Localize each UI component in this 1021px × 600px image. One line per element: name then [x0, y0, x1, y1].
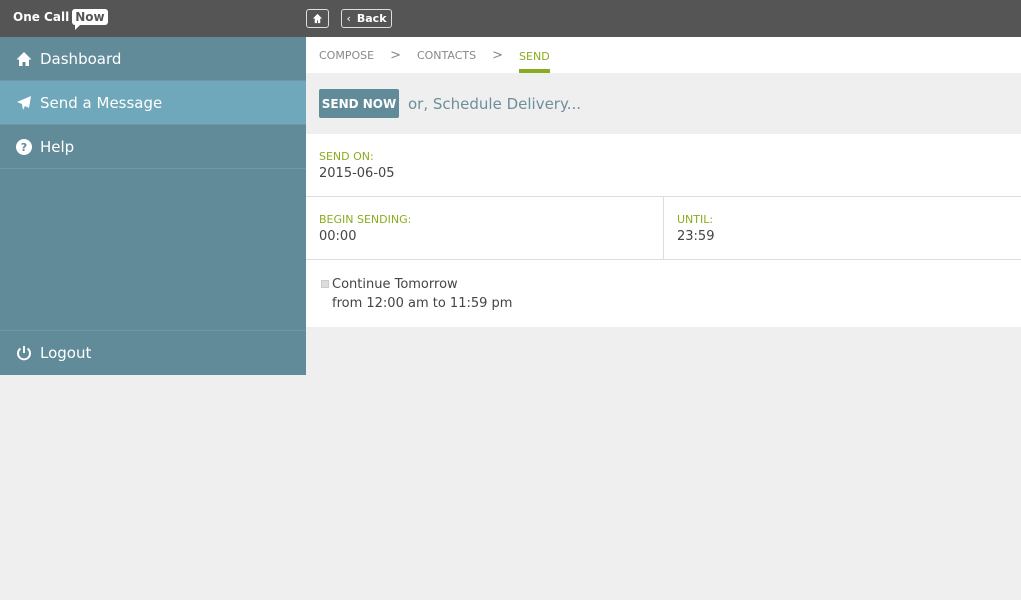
until-label: UNTIL: — [677, 213, 714, 226]
crumb-separator: > — [492, 47, 504, 63]
crumb-send[interactable]: SEND — [519, 37, 550, 73]
sidebar-item-label: Help — [40, 137, 75, 156]
send-on-field[interactable]: SEND ON: 2015-06-05 — [306, 134, 408, 196]
begin-sending-value[interactable]: 00:00 — [319, 229, 357, 244]
logout-label: Logout — [40, 343, 92, 362]
send-now-button[interactable]: SEND NOW — [319, 89, 399, 118]
continue-tomorrow-label[interactable]: Continue Tomorrow — [332, 277, 458, 292]
begin-sending-field[interactable]: BEGIN SENDING: 00:00 — [306, 197, 664, 259]
send-actions: SEND NOW or, Schedule Delivery... — [306, 73, 1021, 134]
sidebar-item-send-message[interactable]: Send a Message — [0, 81, 306, 125]
chevron-left-icon: ‹ — [346, 12, 351, 25]
back-button[interactable]: ‹ Back — [341, 9, 392, 28]
send-on-label: SEND ON: — [319, 150, 374, 163]
crumb-compose[interactable]: COMPOSE — [319, 48, 375, 62]
schedule-delivery-link[interactable]: or, Schedule Delivery... — [408, 94, 582, 113]
continue-tomorrow-detail: from 12:00 am to 11:59 pm — [332, 296, 513, 311]
sidebar-item-help[interactable]: ? Help — [0, 125, 306, 169]
until-value[interactable]: 23:59 — [677, 229, 715, 244]
begin-sending-label: BEGIN SENDING: — [319, 213, 412, 226]
until-field[interactable]: UNTIL: 23:59 — [664, 197, 727, 259]
back-label: Back — [356, 12, 387, 25]
logo-text: One Call — [13, 10, 70, 24]
continue-tomorrow-section: Continue Tomorrow from 12:00 am to 11:59… — [306, 260, 1021, 327]
time-row: BEGIN SENDING: 00:00 UNTIL: 23:59 — [306, 197, 1021, 260]
top-bar: One Call Now ‹ Back — [0, 0, 1021, 37]
sidebar-item-label: Send a Message — [40, 93, 163, 112]
continue-tomorrow-checkbox[interactable] — [321, 280, 329, 288]
question-icon: ? — [16, 138, 32, 155]
svg-text:?: ? — [21, 141, 27, 154]
logo-badge: Now — [72, 9, 108, 30]
sidebar-item-dashboard[interactable]: Dashboard — [0, 37, 306, 81]
sidebar-item-logout[interactable]: Logout — [0, 330, 306, 374]
home-button[interactable] — [306, 9, 329, 28]
paper-plane-icon — [16, 95, 32, 111]
home-icon — [16, 51, 32, 67]
logo: One Call Now — [13, 9, 108, 30]
send-on-value[interactable]: 2015-06-05 — [319, 166, 395, 181]
crumb-contacts[interactable]: CONTACTS — [416, 48, 477, 62]
sidebar-item-label: Dashboard — [40, 49, 122, 68]
home-icon — [312, 13, 323, 24]
send-on-row: SEND ON: 2015-06-05 — [306, 134, 1021, 197]
sidebar: Dashboard Send a Message ? Help Logout — [0, 37, 306, 375]
main-content: COMPOSE > CONTACTS > SEND SEND NOW or, S… — [306, 37, 1021, 327]
breadcrumb: COMPOSE > CONTACTS > SEND — [306, 37, 1021, 73]
crumb-separator: > — [390, 47, 401, 63]
power-icon — [16, 345, 32, 361]
